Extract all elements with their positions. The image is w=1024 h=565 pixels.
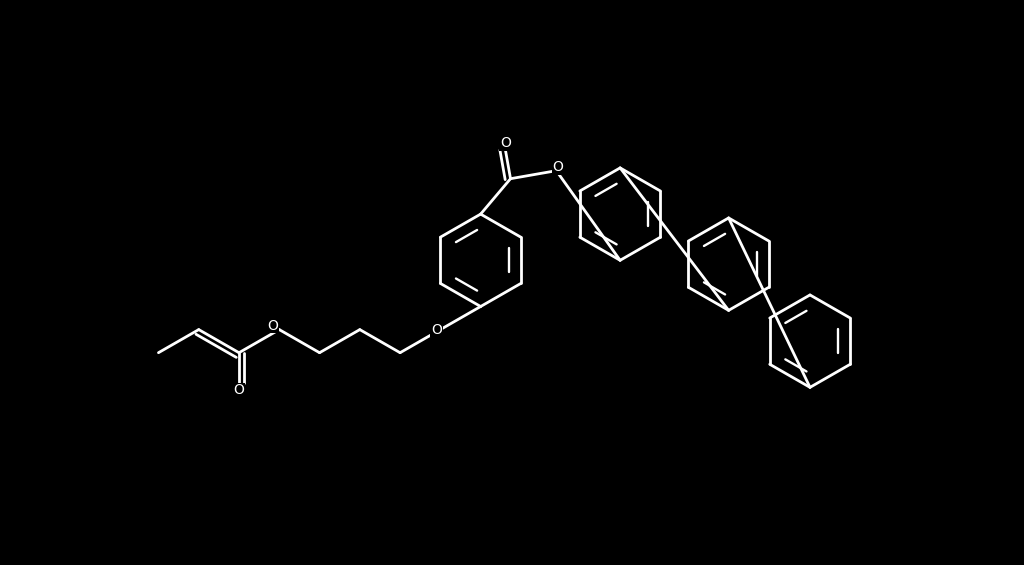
Text: O: O (233, 384, 245, 397)
Text: O: O (431, 323, 442, 337)
Text: O: O (552, 160, 563, 174)
Text: O: O (500, 136, 511, 150)
Text: O: O (267, 319, 279, 333)
